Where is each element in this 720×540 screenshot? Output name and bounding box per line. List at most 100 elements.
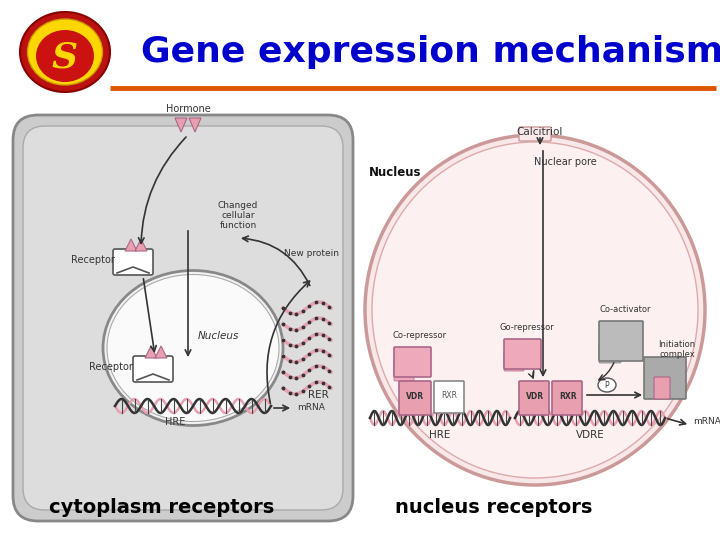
- Text: Hormone: Hormone: [166, 104, 210, 114]
- Point: [317, 379, 328, 387]
- Polygon shape: [155, 346, 167, 358]
- Point: [277, 352, 289, 360]
- Point: [284, 324, 295, 333]
- Point: [284, 340, 295, 349]
- Polygon shape: [135, 239, 147, 251]
- Point: [290, 374, 302, 382]
- Point: [284, 372, 295, 381]
- Point: [284, 308, 295, 317]
- Polygon shape: [175, 118, 187, 132]
- Point: [290, 389, 302, 398]
- Point: [310, 378, 322, 387]
- Point: [297, 355, 309, 363]
- FancyBboxPatch shape: [599, 343, 621, 363]
- Ellipse shape: [107, 274, 279, 422]
- Point: [284, 356, 295, 365]
- Point: [290, 309, 302, 318]
- Text: Go-repressor: Go-repressor: [500, 323, 554, 332]
- Text: Initiation
complex: Initiation complex: [658, 340, 696, 360]
- Text: Changed: Changed: [218, 201, 258, 210]
- Point: [304, 350, 315, 359]
- Text: VDR: VDR: [526, 392, 544, 401]
- Point: [323, 319, 335, 327]
- Point: [310, 314, 322, 323]
- Text: Nucleus: Nucleus: [369, 165, 421, 179]
- Point: [304, 366, 315, 374]
- Point: [297, 307, 309, 315]
- Polygon shape: [145, 346, 157, 358]
- Ellipse shape: [36, 30, 94, 82]
- Point: [323, 350, 335, 359]
- Text: RER: RER: [307, 390, 328, 400]
- FancyBboxPatch shape: [599, 321, 643, 361]
- Point: [323, 367, 335, 375]
- Ellipse shape: [365, 135, 705, 485]
- FancyBboxPatch shape: [519, 127, 551, 141]
- FancyBboxPatch shape: [394, 361, 414, 381]
- Text: Co-repressor: Co-repressor: [393, 331, 447, 340]
- Text: S: S: [52, 41, 78, 75]
- Text: Nuclear pore: Nuclear pore: [534, 157, 596, 167]
- Text: cytoplasm receptors: cytoplasm receptors: [50, 498, 274, 517]
- Point: [310, 330, 322, 339]
- Text: P: P: [605, 381, 609, 389]
- Ellipse shape: [27, 19, 102, 85]
- FancyBboxPatch shape: [113, 249, 153, 275]
- Text: Calcitriol: Calcitriol: [517, 127, 563, 137]
- FancyBboxPatch shape: [23, 126, 343, 510]
- Ellipse shape: [20, 12, 110, 92]
- Point: [297, 323, 309, 332]
- Ellipse shape: [103, 271, 283, 426]
- Point: [277, 336, 289, 345]
- Text: Co-activator: Co-activator: [599, 305, 651, 314]
- Ellipse shape: [598, 378, 616, 392]
- FancyBboxPatch shape: [399, 381, 431, 415]
- FancyBboxPatch shape: [519, 381, 549, 415]
- FancyBboxPatch shape: [504, 339, 541, 369]
- Point: [323, 302, 335, 311]
- FancyBboxPatch shape: [434, 381, 464, 413]
- Point: [290, 357, 302, 366]
- Point: [304, 382, 315, 390]
- Point: [297, 371, 309, 380]
- FancyBboxPatch shape: [13, 115, 353, 521]
- Text: HRE: HRE: [165, 417, 185, 427]
- FancyBboxPatch shape: [552, 381, 582, 415]
- Text: nucleus receptors: nucleus receptors: [395, 498, 592, 517]
- Point: [317, 299, 328, 307]
- Point: [304, 302, 315, 310]
- Point: [317, 362, 328, 371]
- Point: [290, 326, 302, 334]
- Point: [297, 339, 309, 347]
- FancyBboxPatch shape: [394, 347, 431, 377]
- Text: Nucleus: Nucleus: [197, 331, 239, 341]
- Point: [290, 342, 302, 350]
- Polygon shape: [189, 118, 201, 132]
- Point: [323, 382, 335, 391]
- FancyBboxPatch shape: [654, 377, 670, 399]
- Text: Receptor: Receptor: [71, 255, 115, 265]
- Text: RXR: RXR: [559, 392, 577, 401]
- Text: function: function: [220, 221, 256, 230]
- Text: New protein: New protein: [284, 249, 338, 258]
- Point: [310, 346, 322, 355]
- Text: mRNA: mRNA: [693, 417, 720, 427]
- FancyBboxPatch shape: [133, 356, 173, 382]
- Point: [277, 303, 289, 312]
- Text: RXR: RXR: [441, 391, 457, 400]
- Text: mRNA: mRNA: [297, 403, 325, 413]
- Point: [284, 388, 295, 397]
- Text: HRE: HRE: [429, 430, 451, 440]
- Text: VDRE: VDRE: [575, 430, 604, 440]
- Point: [310, 298, 322, 307]
- FancyBboxPatch shape: [504, 353, 524, 371]
- Point: [317, 346, 328, 355]
- Point: [310, 362, 322, 371]
- Text: VDR: VDR: [406, 392, 424, 401]
- Point: [323, 334, 335, 343]
- Point: [317, 330, 328, 339]
- Polygon shape: [125, 239, 137, 251]
- Point: [277, 368, 289, 376]
- Point: [277, 320, 289, 328]
- Text: Gene expression mechanism: Gene expression mechanism: [141, 35, 720, 69]
